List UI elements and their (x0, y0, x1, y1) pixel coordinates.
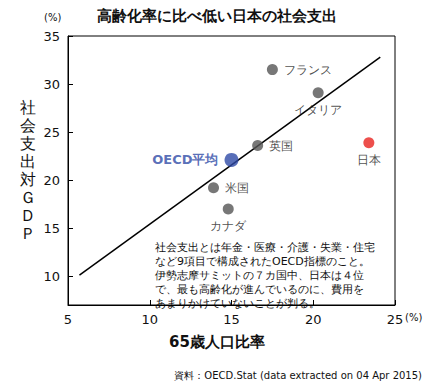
svg-text:米国: 米国 (225, 181, 249, 195)
svg-text:資料：OECD.Stat (data extracted o: 資料：OECD.Stat (data extracted on 04 Apr 2… (174, 370, 422, 381)
svg-text:イタリア: イタリア (294, 103, 342, 117)
svg-text:Ｄ: Ｄ (20, 206, 36, 225)
svg-text:で、最も高齢化が進んでいるのに、費用を: で、最も高齢化が進んでいるのに、費用を (155, 283, 364, 296)
svg-text:フランス: フランス (284, 63, 332, 77)
svg-text:20: 20 (43, 173, 60, 188)
svg-text:30: 30 (43, 77, 60, 92)
svg-text:会: 会 (20, 116, 36, 135)
svg-text:5: 5 (64, 312, 72, 327)
svg-text:35: 35 (43, 29, 60, 44)
svg-text:(%): (%) (44, 12, 61, 23)
svg-text:社会支出とは年金・医療・介護・失業・住宅: 社会支出とは年金・医療・介護・失業・住宅 (155, 241, 375, 254)
svg-text:支: 支 (20, 134, 36, 153)
svg-text:20: 20 (305, 312, 322, 327)
svg-text:あまりかけていないことが判る。: あまりかけていないことが判る。 (155, 297, 320, 310)
svg-text:Ｐ: Ｐ (20, 224, 36, 243)
svg-text:対: 対 (20, 170, 36, 189)
svg-text:カナダ: カナダ (210, 219, 247, 233)
svg-text:65歳人口比率: 65歳人口比率 (169, 333, 265, 351)
svg-text:伊勢志摩サミットの７カ国中、日本は４位: 伊勢志摩サミットの７カ国中、日本は４位 (155, 269, 364, 282)
svg-text:(%): (%) (405, 312, 422, 323)
svg-text:15: 15 (43, 221, 60, 236)
svg-text:25: 25 (387, 312, 404, 327)
svg-text:25: 25 (43, 125, 60, 140)
svg-text:10: 10 (43, 269, 60, 284)
svg-text:英国: 英国 (269, 139, 293, 153)
svg-text:日本: 日本 (357, 153, 381, 167)
svg-text:OECD平均: OECD平均 (152, 152, 218, 167)
svg-text:など9項目で構成されたOECD指標のこと。: など9項目で構成されたOECD指標のこと。 (155, 255, 370, 268)
svg-text:出: 出 (20, 152, 36, 171)
svg-text:Ｇ: Ｇ (20, 188, 36, 207)
svg-text:社: 社 (20, 98, 36, 117)
svg-text:15: 15 (223, 312, 240, 327)
svg-text:高齢化率に比べ低い日本の社会支出: 高齢化率に比べ低い日本の社会支出 (97, 7, 337, 25)
svg-text:10: 10 (141, 312, 158, 327)
